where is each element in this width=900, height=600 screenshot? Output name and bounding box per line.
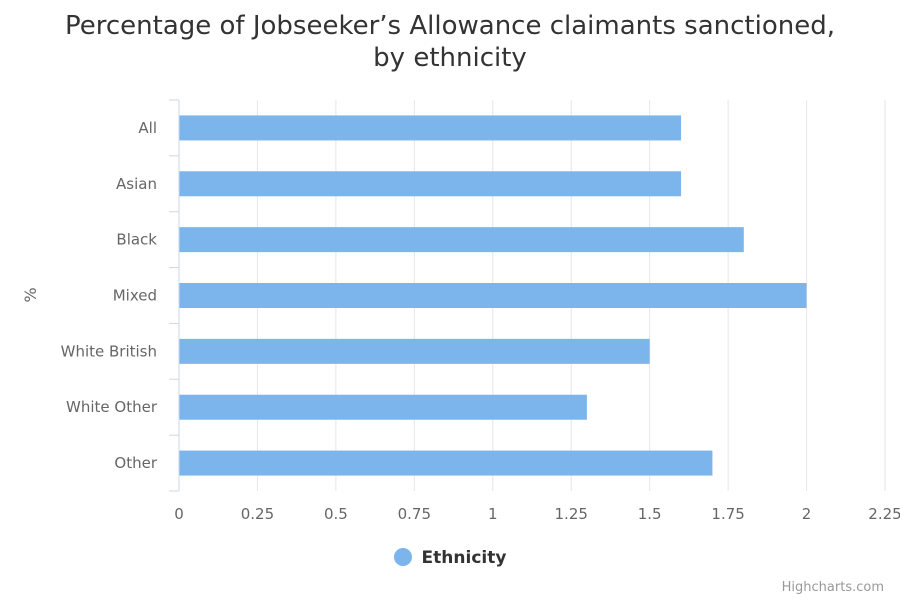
bar[interactable] [179,283,807,308]
x-tick-label: 1.25 [555,505,588,523]
bar[interactable] [179,450,713,476]
y-category-label: Black [116,231,157,249]
bar[interactable] [179,171,682,197]
legend[interactable]: Ethnicity [0,548,900,568]
x-tick-label: 1.5 [638,505,662,523]
axes: 0 0.25 0.5 0.75 1 1.25 1.5 1.75 2 2.25 All Asian Bla… [61,99,900,523]
chart-title: Percentage of Jobseeker’s Allowance clai… [0,10,900,74]
credits-link[interactable]: Highcharts.com [781,580,884,595]
bar[interactable] [179,394,587,420]
x-tick-label: 2.25 [868,505,900,523]
x-tick-label: 0.75 [398,505,431,523]
y-category-label: Asian [116,175,157,193]
y-category-label: White Other [66,398,158,416]
bars [179,115,807,476]
x-tick-label: 0.5 [324,505,348,523]
x-tick-label: 1.75 [711,505,744,523]
x-tick-label: 0.25 [241,505,274,523]
legend-label: Ethnicity [421,548,507,568]
y-category-label: All [138,119,157,137]
bar[interactable] [179,115,682,141]
legend-marker-icon [393,548,412,566]
bar[interactable] [179,227,744,253]
chart-title-line-1: Percentage of Jobseeker’s Allowance clai… [65,11,835,41]
x-tick-label: 0 [174,505,184,523]
y-category-label: Other [114,454,157,472]
x-tick-label: 1 [488,505,498,523]
y-category-label: White British [61,342,157,360]
bar[interactable] [179,338,650,364]
y-category-label: Mixed [113,287,157,305]
chart-title-line-2: by ethnicity [373,43,527,73]
y-axis-label: % [21,287,40,302]
x-tick-label: 2 [802,505,812,523]
